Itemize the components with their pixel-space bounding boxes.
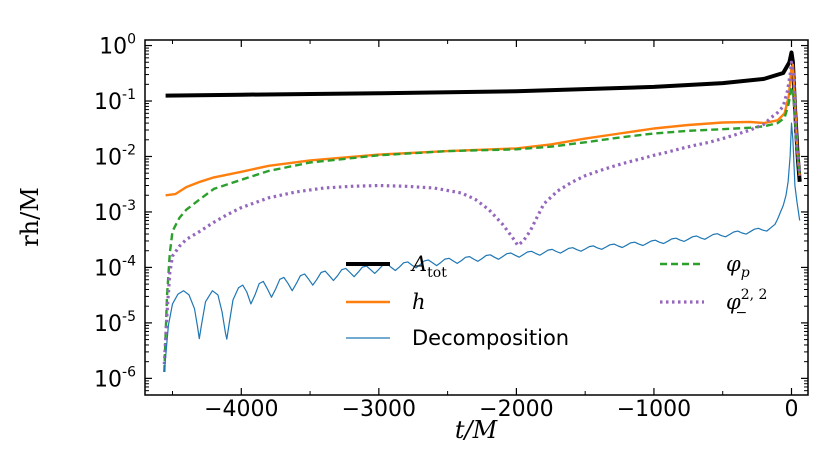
x-tick-label: −1000: [617, 397, 691, 422]
x-tick-label: −3000: [342, 397, 416, 422]
series-layer: [162, 50, 802, 373]
legend-label-decomp: Decomposition: [412, 326, 569, 350]
legend-label-phi_p: φp: [726, 252, 750, 281]
y-tick-label: 10-2: [94, 142, 136, 170]
legend-item-phi_p: φp: [660, 252, 750, 281]
y-tick-label: 10-4: [94, 253, 136, 281]
series-line-phi_22: [162, 60, 802, 365]
x-tick-label: 0: [784, 397, 798, 422]
y-tick-label: 100: [99, 32, 136, 60]
y-axis-title: rh/M: [16, 187, 44, 247]
legend-item-h: h: [346, 290, 426, 314]
y-tick-label: 10-3: [94, 198, 136, 226]
legend-label-phi_22: φ2, 2−: [726, 287, 767, 321]
y-tick-label: 10-6: [94, 364, 136, 392]
legend-item-phi_22: φ2, 2−: [660, 287, 767, 321]
y-tick-label: 10-1: [94, 87, 136, 115]
legend-item-A_tot: Atot: [346, 252, 447, 281]
legend-label-A_tot: Atot: [410, 252, 447, 281]
y-tick-label: 10-5: [94, 309, 136, 337]
x-tick-label: −2000: [479, 397, 553, 422]
series-line-A_tot: [165, 50, 802, 182]
x-tick-label: −4000: [204, 397, 278, 422]
plot-frame: [144, 39, 809, 396]
ticks-layer: −4000 −3000 −2000 −1000 0 100 10-1 10-2 10-3 10-4…: [94, 32, 808, 422]
legend-item-decomp: Decomposition: [346, 326, 569, 350]
legend-label-h: h: [412, 290, 426, 314]
x-axis-title: t/M: [455, 416, 499, 444]
series-line-h: [165, 63, 801, 197]
series-line-phi_p: [163, 85, 801, 373]
legend: Atot h Decomposition φp φ2, 2−: [346, 252, 767, 350]
series-line-decomp: [163, 122, 801, 373]
